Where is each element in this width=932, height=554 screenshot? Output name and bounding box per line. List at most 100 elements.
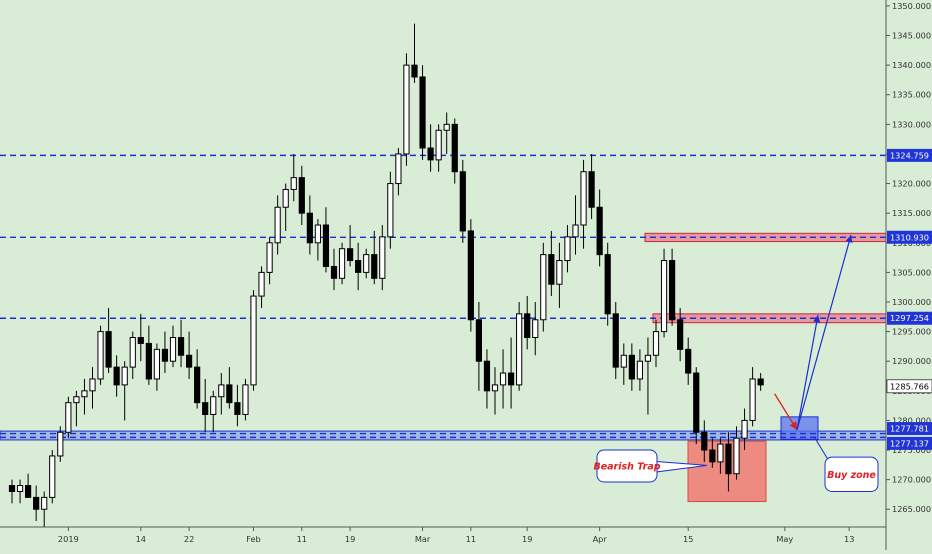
candle-92 — [749, 367, 756, 427]
candle-72 — [588, 153, 595, 220]
price-tick-label-6: 1295.000 — [892, 327, 931, 337]
level-tag-3 — [887, 422, 932, 436]
candle-body-27 — [226, 384, 233, 404]
candle-61 — [499, 349, 507, 409]
candle-body-30 — [250, 295, 257, 386]
candle-body-89 — [725, 443, 732, 475]
candle-body-70 — [572, 224, 579, 238]
candle-body-17 — [145, 342, 152, 380]
candle-22 — [186, 331, 193, 379]
candle-body-54 — [443, 123, 450, 131]
candle-51 — [419, 65, 426, 160]
candle-body-8 — [73, 396, 80, 404]
candle-body-46 — [379, 236, 386, 279]
time-tick-label-11: May — [776, 534, 793, 544]
candle-body-53 — [435, 129, 442, 161]
candle-25 — [210, 390, 217, 433]
time-tick-label-7: 11 — [466, 534, 476, 544]
level-tag-label-4: 1277.137 — [890, 438, 929, 448]
candle-12 — [105, 307, 112, 374]
time-tick-label-12: 13 — [844, 534, 854, 544]
candle-47 — [387, 171, 394, 249]
candle-57 — [467, 219, 474, 332]
time-tick-label-5: 19 — [345, 534, 355, 544]
candle-62 — [508, 337, 515, 409]
candle-13 — [113, 355, 120, 397]
candle-body-90 — [733, 437, 740, 475]
blue-arrow-to-mid — [796, 314, 821, 430]
time-tick-label-1: 14 — [136, 534, 146, 544]
candle-65 — [532, 301, 539, 356]
candle-body-56 — [459, 171, 466, 232]
candle-body-69 — [564, 236, 571, 262]
candle-70 — [572, 195, 579, 255]
candle-body-40 — [330, 265, 338, 279]
candle-body-42 — [347, 248, 354, 262]
bearish-trap-label: Bearish Trap — [593, 462, 660, 473]
candle-59 — [483, 349, 491, 409]
candle-body-23 — [194, 366, 201, 404]
time-tick-label-4: 11 — [297, 534, 307, 544]
price-tick-label-14: 1335.000 — [892, 90, 931, 100]
price-tick-label-15: 1340.000 — [892, 60, 931, 70]
candle-45 — [371, 230, 378, 285]
price-tick-label-11: 1320.000 — [892, 179, 931, 189]
candle-body-43 — [355, 260, 362, 273]
candle-body-79 — [644, 354, 652, 362]
candle-41 — [338, 242, 346, 285]
price-tick-label-2: 1275.000 — [892, 445, 931, 455]
candle-body-9 — [81, 390, 88, 398]
candle-43 — [355, 242, 362, 291]
candle-16 — [137, 313, 144, 362]
candle-29 — [242, 378, 249, 421]
candle-body-31 — [258, 271, 265, 297]
candle-body-84 — [685, 348, 692, 374]
candle-body-74 — [604, 254, 611, 315]
candle-18 — [153, 343, 161, 391]
candle-body-65 — [532, 319, 539, 339]
time-tick-label-10: 15 — [683, 534, 693, 544]
candle-31 — [258, 266, 265, 308]
candle-37 — [306, 195, 313, 255]
candle-body-77 — [628, 354, 635, 380]
candle-20 — [169, 325, 177, 368]
candle-35 — [290, 153, 297, 202]
candle-body-86 — [701, 431, 708, 451]
time-tick-label-2: 22 — [184, 534, 194, 544]
candle-14 — [121, 361, 128, 421]
candle-60 — [491, 367, 499, 415]
candle-body-22 — [186, 354, 193, 368]
time-tick-label-8: 19 — [522, 534, 532, 544]
candle-26 — [218, 373, 225, 415]
last-price-label: 1285.766 — [890, 381, 929, 391]
price-tick-label-13: 1330.000 — [892, 119, 931, 129]
candle-body-33 — [274, 206, 281, 244]
price-tick-label-17: 1350.000 — [892, 1, 931, 11]
candle-body-24 — [202, 402, 209, 415]
candle-body-72 — [588, 171, 595, 208]
candle-body-61 — [499, 372, 507, 386]
candle-body-78 — [636, 360, 643, 380]
candle-6 — [57, 426, 64, 462]
candle-body-3 — [33, 496, 40, 510]
candle-body-51 — [419, 76, 426, 149]
candle-7 — [65, 396, 72, 439]
candle-body-64 — [524, 313, 531, 339]
candle-85 — [693, 367, 700, 445]
candle-body-48 — [395, 153, 402, 185]
candle-body-88 — [717, 443, 724, 463]
candle-body-32 — [266, 242, 273, 273]
candle-21 — [177, 319, 185, 368]
level-tag-0 — [887, 148, 932, 162]
candle-82 — [669, 248, 676, 326]
candle-1 — [16, 479, 24, 504]
candle-body-21 — [177, 337, 185, 356]
candle-68 — [556, 242, 563, 308]
level-tag-label-3: 1277.781 — [890, 424, 929, 434]
candle-40 — [330, 248, 338, 291]
candle-4 — [41, 491, 48, 527]
candle-body-47 — [387, 183, 394, 238]
price-tick-label-16: 1345.000 — [892, 31, 931, 41]
level-tag-label-0: 1324.759 — [890, 150, 929, 160]
candle-63 — [516, 301, 523, 391]
